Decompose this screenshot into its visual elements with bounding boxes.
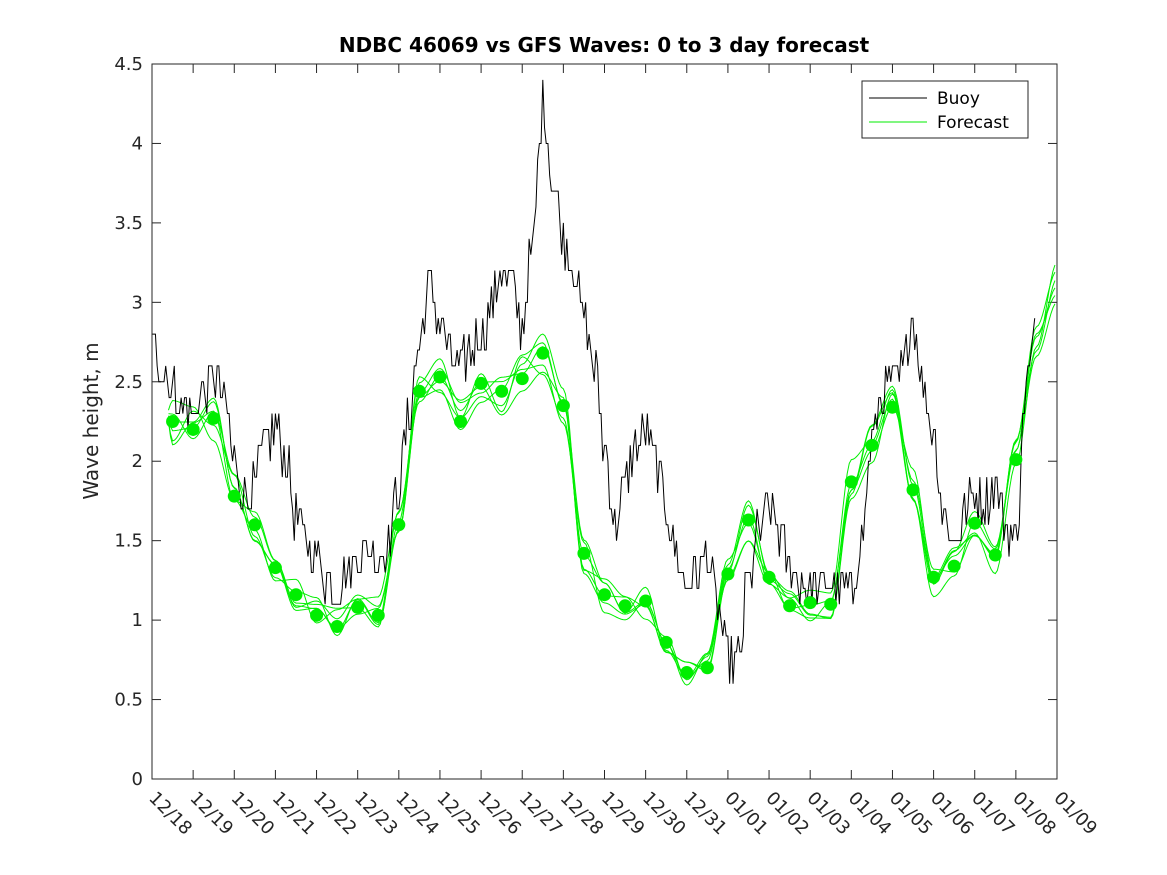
- legend-forecast-label: Forecast: [937, 113, 1009, 133]
- y-axis-label: Wave height, m: [79, 342, 103, 499]
- forecast-point: [186, 422, 200, 436]
- y-tick-label: 4.5: [114, 54, 143, 75]
- forecast-point: [248, 518, 262, 532]
- forecast-point: [762, 570, 776, 584]
- forecast-point: [536, 346, 550, 360]
- forecast-line: [167, 303, 1056, 681]
- forecast-point: [803, 596, 817, 610]
- forecast-point: [207, 411, 221, 425]
- forecast-point: [906, 483, 920, 497]
- forecast-point: [783, 599, 797, 613]
- forecast-point: [495, 384, 509, 398]
- forecast-point: [268, 561, 282, 575]
- forecast-point: [947, 559, 961, 573]
- forecast-point: [598, 588, 611, 602]
- axes-box: [151, 63, 1058, 780]
- forecast-point: [741, 513, 755, 527]
- y-tick-label: 2.5: [114, 372, 143, 393]
- legend: Buoy Forecast: [861, 80, 1029, 139]
- y-tick-label: 3: [132, 292, 143, 313]
- forecast-point: [556, 399, 570, 413]
- forecast-point: [700, 661, 714, 675]
- y-tick-label: 2: [132, 451, 143, 472]
- forecast-point: [412, 384, 426, 398]
- chart-title: NDBC 46069 vs GFS Waves: 0 to 3 day fore…: [339, 33, 870, 57]
- y-tick-label: 1: [132, 610, 143, 631]
- forecast-point: [824, 597, 838, 611]
- forecast-point: [577, 546, 591, 560]
- forecast-point: [639, 594, 653, 608]
- forecast-point: [885, 400, 899, 414]
- forecast-point: [166, 415, 180, 428]
- y-tick-label: 0.5: [114, 690, 143, 711]
- forecast-point: [454, 415, 468, 428]
- forecast-point: [865, 438, 879, 452]
- forecast-point: [515, 372, 529, 386]
- forecast-point: [371, 608, 385, 622]
- forecast-point: [844, 475, 858, 489]
- forecast-point: [351, 600, 365, 614]
- forecast-point: [474, 376, 488, 390]
- y-tick-label: 0: [132, 769, 143, 790]
- forecast-point: [289, 588, 303, 602]
- forecast-point: [618, 599, 632, 613]
- y-tick-label: 1.5: [114, 531, 143, 552]
- forecast-line: [167, 264, 1056, 678]
- forecast-point: [988, 548, 1002, 562]
- forecast-point: [392, 518, 406, 532]
- forecast-point: [310, 608, 324, 622]
- y-tick-label: 4: [132, 133, 143, 154]
- forecast-point: [680, 666, 694, 680]
- forecast-point: [1009, 453, 1023, 467]
- plot-area: [152, 64, 1057, 779]
- legend-buoy-label: Buoy: [937, 89, 980, 109]
- forecast-point: [433, 370, 447, 384]
- y-tick-label: 3.5: [114, 213, 143, 234]
- forecast-point: [227, 489, 241, 503]
- y-tick-labels: 0 0.5 1 1.5 2 2.5 3 3.5 4 4.5: [114, 54, 143, 790]
- forecast-line: [168, 271, 1056, 678]
- forecast-point: [968, 516, 982, 530]
- series-layer: [152, 79, 1056, 686]
- forecast-point: [330, 619, 344, 633]
- legend-box: [861, 80, 1029, 139]
- forecast-point: [659, 635, 673, 649]
- forecast-point: [721, 567, 735, 581]
- buoy-line: [152, 79, 1036, 684]
- forecast-point: [927, 570, 941, 584]
